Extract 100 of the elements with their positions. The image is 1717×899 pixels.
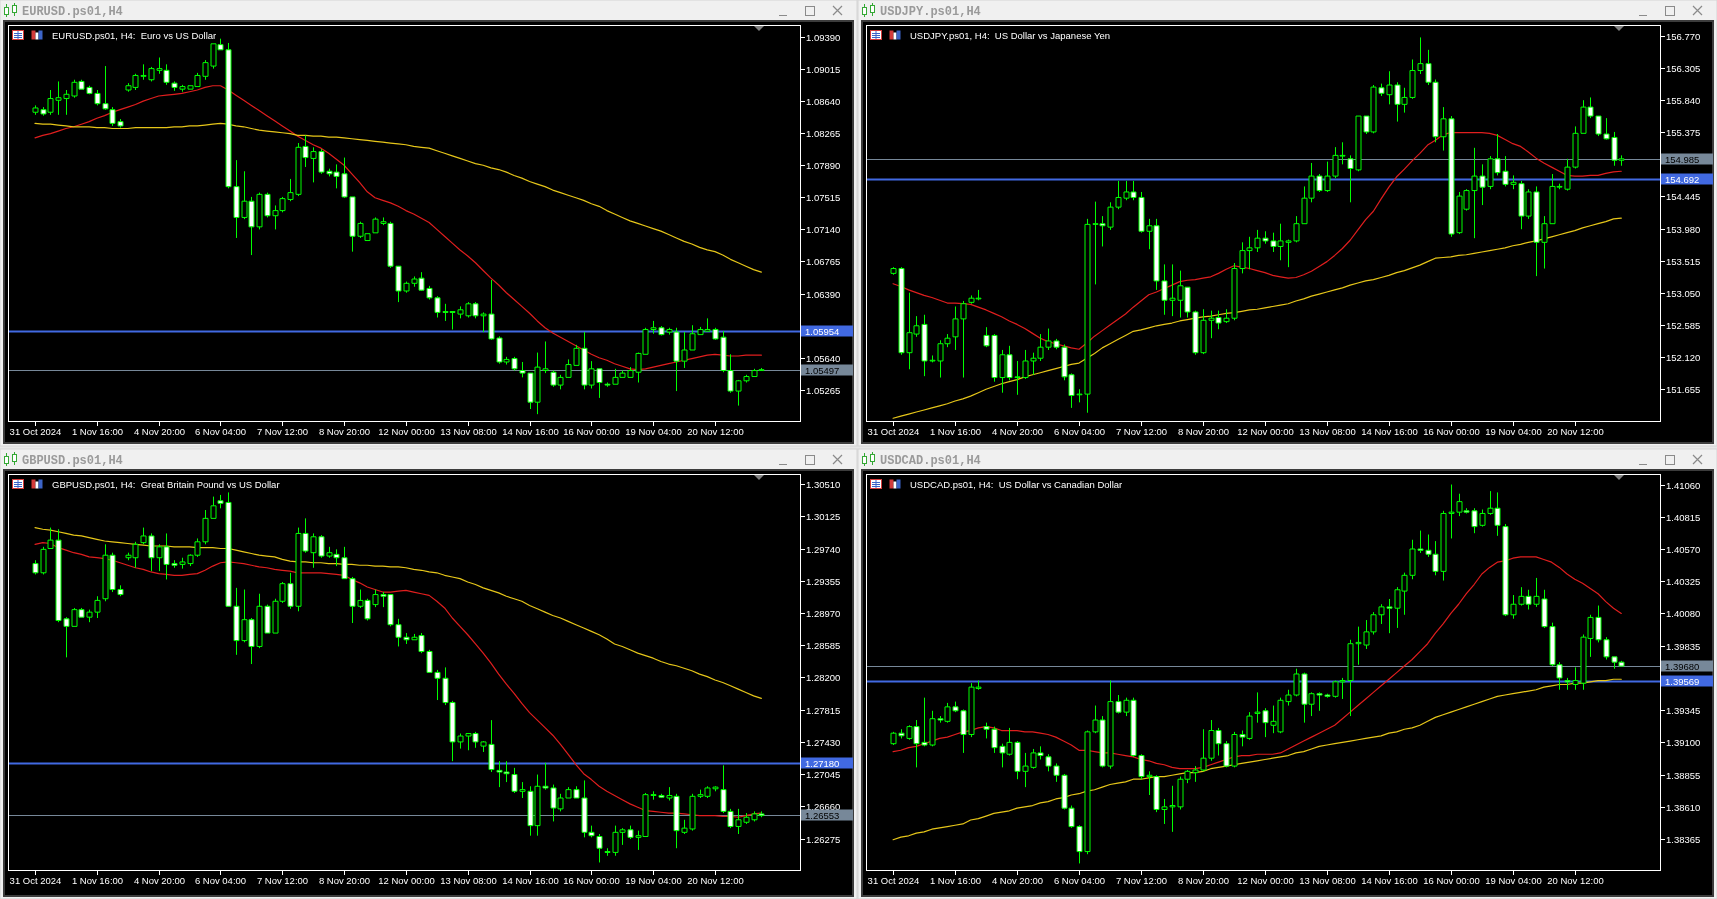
- x-tick-label: 16 Nov 00:00: [563, 426, 620, 437]
- ref-line-label: 154.692: [1665, 174, 1700, 185]
- y-tick-label: 1.09015: [806, 64, 841, 75]
- y-tick-label: 1.06390: [806, 289, 841, 300]
- chart-title: GBPUSD.ps01,H4: [22, 453, 123, 468]
- y-tick-label: 1.29740: [806, 544, 841, 555]
- chart-title: USDJPY.ps01,H4: [880, 4, 981, 19]
- chart-title: EURUSD.ps01,H4: [22, 4, 123, 19]
- x-tick-label: 6 Nov 04:00: [1053, 875, 1106, 886]
- x-tick-label: 12 Nov 00:00: [378, 875, 435, 886]
- x-tick-label: 13 Nov 08:00: [1299, 426, 1356, 437]
- x-tick-label: 19 Nov 04:00: [1485, 426, 1542, 437]
- y-tick-label: 1.40325: [1666, 576, 1701, 587]
- x-tick-label: 31 Oct 2024: [867, 875, 920, 886]
- y-tick-label: 1.26660: [806, 801, 841, 812]
- line-series: [892, 132, 1622, 350]
- x-tick-label: 16 Nov 00:00: [1423, 426, 1480, 437]
- y-tick-label: 1.08265: [806, 128, 841, 139]
- y-tick-label: 153.050: [1666, 288, 1701, 299]
- x-tick-label: 20 Nov 12:00: [1547, 426, 1604, 437]
- line-series: [892, 678, 1622, 841]
- y-tick-label: 1.28200: [806, 672, 841, 683]
- y-tick-label: 1.29355: [806, 576, 841, 587]
- y-tick-label: 1.40815: [1666, 512, 1701, 523]
- y-tick-label: 1.39345: [1666, 705, 1701, 716]
- x-tick-label: 16 Nov 00:00: [563, 875, 620, 886]
- x-tick-label: 7 Nov 12:00: [256, 426, 309, 437]
- y-tick-label: 1.38855: [1666, 770, 1701, 781]
- y-tick-label: 154.445: [1666, 191, 1701, 202]
- x-tick-label: 6 Nov 04:00: [194, 426, 247, 437]
- x-tick-label: 6 Nov 04:00: [194, 875, 247, 886]
- line-series: [34, 122, 762, 273]
- x-tick-label: 4 Nov 20:00: [133, 426, 186, 437]
- x-tick-label: 20 Nov 12:00: [687, 426, 744, 437]
- y-tick-label: 1.27815: [806, 705, 841, 716]
- x-tick-label: 1 Nov 16:00: [929, 426, 982, 437]
- x-tick-label: 31 Oct 2024: [867, 426, 920, 437]
- y-tick-label: 153.980: [1666, 224, 1701, 235]
- x-tick-label: 8 Nov 20:00: [318, 426, 371, 437]
- x-tick-label: 31 Oct 2024: [9, 426, 62, 437]
- y-tick-label: 1.30510: [806, 479, 841, 490]
- ref-line-label: 1.26553: [805, 810, 840, 821]
- y-tick-label: 1.26275: [806, 834, 841, 845]
- ref-line-label: 1.05954: [805, 326, 840, 337]
- x-tick-label: 4 Nov 20:00: [991, 426, 1044, 437]
- y-tick-label: 1.27430: [806, 737, 841, 748]
- y-tick-label: 1.40080: [1666, 608, 1701, 619]
- x-tick-label: 19 Nov 04:00: [625, 426, 682, 437]
- ref-line-label: 1.27180: [805, 758, 840, 769]
- x-tick-label: 1 Nov 16:00: [71, 426, 124, 437]
- y-tick-label: 1.09390: [806, 32, 841, 43]
- x-tick-label: 4 Nov 20:00: [133, 875, 186, 886]
- x-tick-label: 1 Nov 16:00: [71, 875, 124, 886]
- x-tick-label: 13 Nov 08:00: [440, 875, 497, 886]
- text: USDJPY.ps01, H4: US Dollar vs Japanese Yen: [910, 29, 1110, 41]
- chart-subtitle: GBPUSD.ps01, H4: Great Britain Pound vs US Dollar: [52, 478, 280, 490]
- y-tick-label: 1.30125: [806, 511, 841, 522]
- ref-line-label: 1.05497: [805, 365, 840, 376]
- y-tick-label: 1.39835: [1666, 641, 1701, 652]
- x-tick-label: 7 Nov 12:00: [256, 875, 309, 886]
- y-tick-label: 155.375: [1666, 127, 1701, 138]
- line-series: [892, 217, 1622, 419]
- x-tick-label: 19 Nov 04:00: [1485, 875, 1542, 886]
- x-tick-label: 19 Nov 04:00: [625, 875, 682, 886]
- y-tick-label: 1.28970: [806, 608, 841, 619]
- text: EURUSD.ps01, H4: Euro vs US Dollar: [52, 29, 217, 41]
- x-tick-label: 8 Nov 20:00: [1177, 426, 1230, 437]
- y-tick-label: 1.06765: [806, 256, 841, 267]
- y-tick-label: 1.38610: [1666, 802, 1701, 813]
- x-tick-label: 12 Nov 00:00: [1237, 875, 1294, 886]
- y-tick-label: 155.840: [1666, 95, 1701, 106]
- y-tick-label: 1.41060: [1666, 480, 1701, 491]
- line-series: [34, 526, 762, 699]
- y-tick-label: 153.515: [1666, 256, 1701, 267]
- x-tick-label: 7 Nov 12:00: [1115, 875, 1168, 886]
- y-tick-label: 1.27045: [806, 769, 841, 780]
- y-tick-label: 1.07515: [806, 192, 841, 203]
- y-tick-label: 151.655: [1666, 384, 1701, 395]
- candlestick: [596, 833, 603, 863]
- y-tick-label: 1.05640: [806, 353, 841, 364]
- x-tick-label: 1 Nov 16:00: [929, 875, 982, 886]
- y-tick-label: 1.38365: [1666, 834, 1701, 845]
- ref-line-label: 1.39680: [1665, 661, 1700, 672]
- x-tick-label: 4 Nov 20:00: [991, 875, 1044, 886]
- x-tick-label: 7 Nov 12:00: [1115, 426, 1168, 437]
- ref-line-label: 1.39569: [1665, 676, 1700, 687]
- x-tick-label: 20 Nov 12:00: [687, 875, 744, 886]
- x-tick-label: 8 Nov 20:00: [1177, 875, 1230, 886]
- y-tick-label: 156.305: [1666, 63, 1701, 74]
- line-series: [892, 556, 1622, 770]
- chart-title: USDCAD.ps01,H4: [880, 453, 981, 468]
- y-tick-label: 152.120: [1666, 352, 1701, 363]
- y-tick-label: 1.05265: [806, 385, 841, 396]
- y-tick-label: 152.585: [1666, 320, 1701, 331]
- x-tick-label: 20 Nov 12:00: [1547, 875, 1604, 886]
- y-tick-label: 156.770: [1666, 31, 1701, 42]
- y-tick-label: 1.07140: [806, 224, 841, 235]
- y-tick-label: 1.40570: [1666, 544, 1701, 555]
- chart-subtitle: USDCAD.ps01, H4: US Dollar vs Canadian Dollar: [910, 478, 1123, 490]
- x-tick-label: 8 Nov 20:00: [318, 875, 371, 886]
